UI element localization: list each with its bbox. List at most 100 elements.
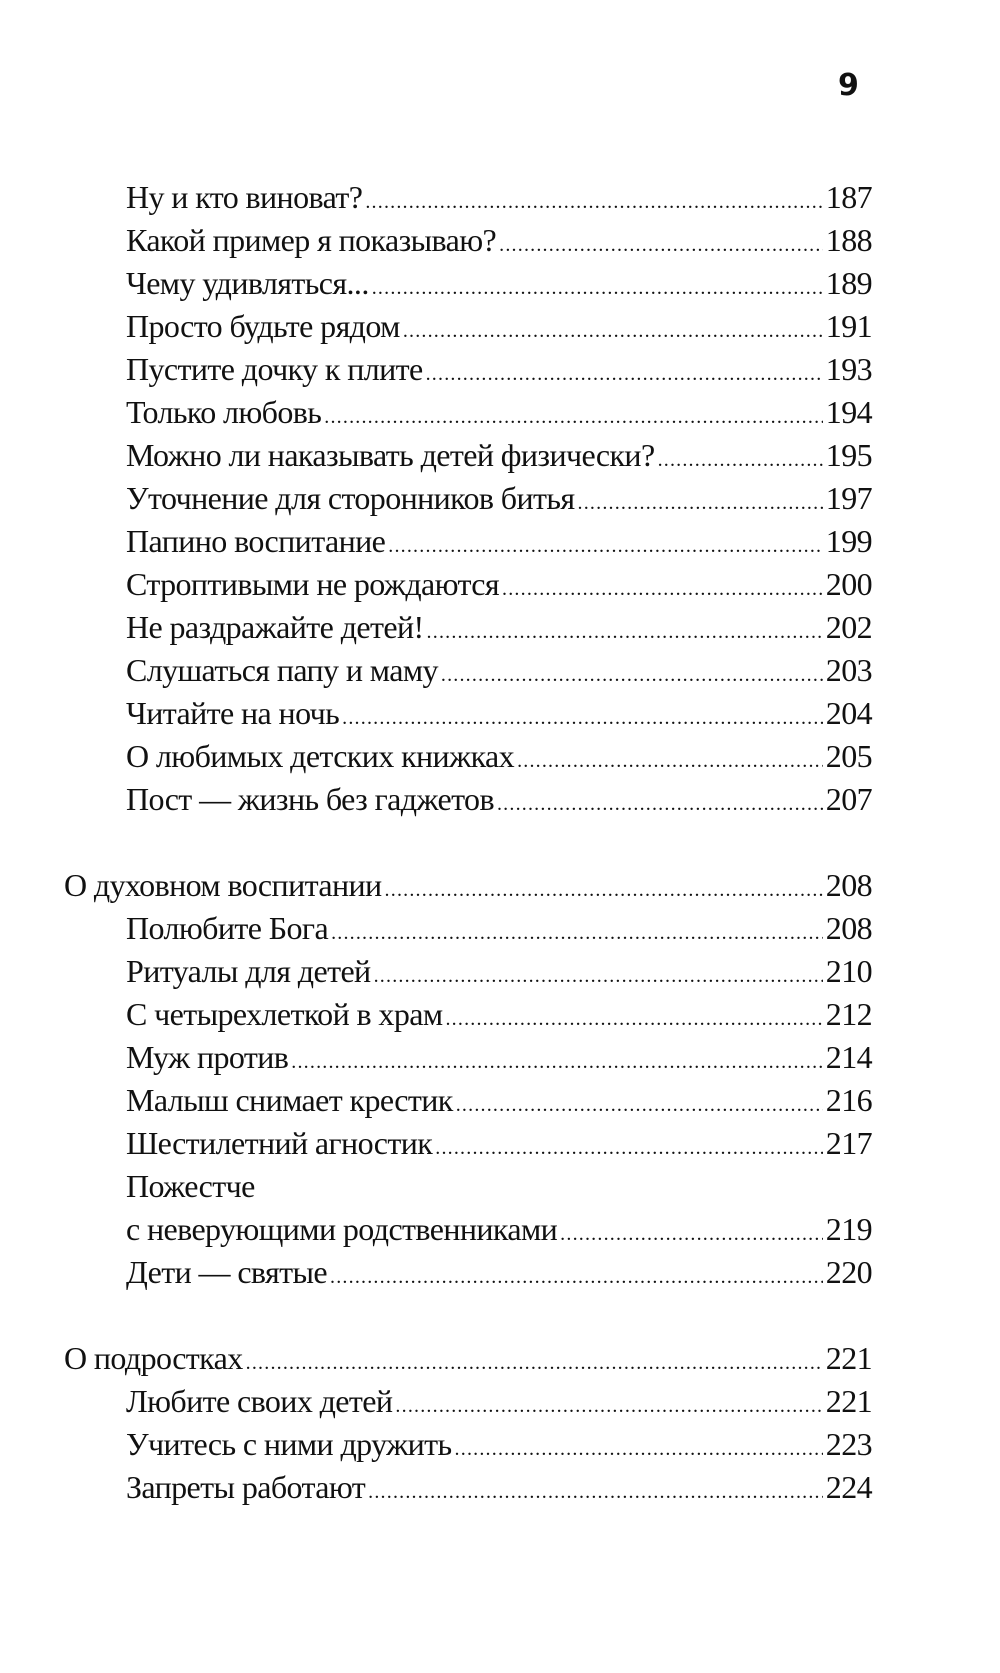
entry-page: 207 — [825, 781, 873, 817]
entry-page: 205 — [825, 738, 873, 774]
leader-dots — [385, 869, 823, 912]
leader-dots — [445, 998, 822, 1041]
entry-title: Слушаться папу и маму — [126, 652, 438, 688]
toc-entry[interactable]: С четырехлеткой в храм 212 — [126, 993, 873, 1036]
entry-page: 223 — [825, 1426, 873, 1462]
entry-page: 224 — [825, 1469, 873, 1505]
entry-title: Чему удивляться... — [126, 265, 369, 301]
entry-title: с неверующими родственниками — [126, 1211, 558, 1247]
toc-entry[interactable]: Можно ли наказывать детей физически? 195 — [126, 434, 873, 477]
entry-title: Ритуалы для детей — [126, 953, 371, 989]
toc-entry[interactable]: Дети — святые 220 — [126, 1251, 873, 1294]
entry-page: 216 — [825, 1082, 873, 1118]
entry-title: Уточнение для сторонников битья — [126, 480, 575, 516]
toc-entry[interactable]: Ритуалы для детей 210 — [126, 950, 873, 993]
toc-entry[interactable]: Читайте на ночь 204 — [126, 692, 873, 735]
leader-dots — [441, 654, 823, 697]
leader-dots — [499, 224, 823, 267]
spacer — [0, 821, 1000, 864]
toc-entry[interactable]: Чему удивляться... 189 — [126, 262, 873, 305]
toc-entry[interactable]: Запреты работают 224 — [126, 1466, 873, 1509]
toc-entry[interactable]: Учитесь с ними дружить 223 — [126, 1423, 873, 1466]
leader-dots — [455, 1428, 823, 1471]
leader-dots — [246, 1342, 823, 1385]
entry-title: Папино воспитание — [126, 523, 386, 559]
leader-dots — [388, 525, 823, 568]
entry-page: 199 — [825, 523, 873, 559]
leader-dots — [427, 611, 823, 654]
entry-page: 217 — [825, 1125, 873, 1161]
leader-dots — [372, 267, 823, 310]
entry-page: 220 — [825, 1254, 873, 1290]
entry-title: Только любовь — [126, 394, 322, 430]
entry-title: Муж против — [126, 1039, 289, 1075]
leader-dots — [374, 955, 823, 998]
entry-title: Пожестче — [126, 1168, 255, 1204]
entry-page: 200 — [825, 566, 873, 602]
toc-section[interactable]: О духовном воспитании 208 — [64, 864, 873, 907]
entry-page: 221 — [825, 1383, 873, 1419]
entry-page: 203 — [825, 652, 873, 688]
entry-page: 188 — [825, 222, 873, 258]
spacer — [0, 1294, 1000, 1337]
entry-title: Пустите дочку к плите — [126, 351, 423, 387]
entry-title: О духовном воспитании — [64, 867, 382, 903]
toc-entry[interactable]: Строптивыми не рождаются 200 — [126, 563, 873, 606]
entry-page: 219 — [825, 1211, 873, 1247]
toc-section[interactable]: О подростках 221 — [64, 1337, 873, 1380]
entry-title: О любимых детских книжках — [126, 738, 515, 774]
toc-entry[interactable]: Только любовь 194 — [126, 391, 873, 434]
entry-title: Не раздражайте детей! — [126, 609, 424, 645]
entry-title: Полюбите Бога — [126, 910, 329, 946]
leader-dots — [331, 912, 823, 955]
entry-page: 193 — [825, 351, 873, 387]
entry-page: 195 — [825, 437, 873, 473]
toc-entry[interactable]: Ну и кто виноват? 187 — [126, 176, 873, 219]
toc-entry[interactable]: Пустите дочку к плите 193 — [126, 348, 873, 391]
toc-entry[interactable]: Шестилетний агностик 217 — [126, 1122, 873, 1165]
leader-dots — [395, 1385, 822, 1428]
leader-dots — [517, 740, 823, 783]
toc-entry[interactable]: Какой пример я показываю? 188 — [126, 219, 873, 262]
entry-title: Просто будьте рядом — [126, 308, 400, 344]
entry-title: Любите своих детей — [126, 1383, 393, 1419]
toc-entry[interactable]: Малыш снимает крестик 216 — [126, 1079, 873, 1122]
toc-entry[interactable]: Просто будьте рядом 191 — [126, 305, 873, 348]
leader-dots — [435, 1127, 823, 1170]
page-number: 9 — [838, 68, 859, 103]
entry-title: Запреты работают — [126, 1469, 366, 1505]
entry-page: 202 — [825, 609, 873, 645]
entry-page: 187 — [825, 179, 873, 215]
table-of-contents: Ну и кто виноват? 187 Какой пример я показ… — [0, 176, 1000, 1509]
leader-dots — [403, 310, 823, 353]
entry-page: 204 — [825, 695, 873, 731]
toc-entry[interactable]: Пожестче — [126, 1165, 872, 1208]
leader-dots — [342, 697, 823, 740]
toc-entry[interactable]: с неверующими родственниками 219 — [126, 1208, 873, 1251]
toc-entry[interactable]: Муж против 214 — [126, 1036, 873, 1079]
toc-entry[interactable]: Полюбите Бога 208 — [126, 907, 873, 950]
entry-title: Ну и кто виноват? — [126, 179, 363, 215]
leader-dots — [497, 783, 823, 826]
toc-entry[interactable]: Не раздражайте детей! 202 — [126, 606, 873, 649]
toc-entry[interactable]: Папино воспитание 199 — [126, 520, 873, 563]
entry-title: Малыш снимает крестик — [126, 1082, 453, 1118]
entry-title: Дети — святые — [126, 1254, 328, 1290]
entry-title: Пост — жизнь без гаджетов — [126, 781, 495, 817]
toc-entry[interactable]: Слушаться папу и маму 203 — [126, 649, 873, 692]
entry-page: 194 — [825, 394, 873, 430]
entry-page: 208 — [825, 910, 873, 946]
toc-entry[interactable]: О любимых детских книжках 205 — [126, 735, 873, 778]
entry-title: Читайте на ночь — [126, 695, 340, 731]
entry-page: 189 — [825, 265, 873, 301]
entry-title: Можно ли наказывать детей физически? — [126, 437, 655, 473]
toc-entry[interactable]: Любите своих детей 221 — [126, 1380, 873, 1423]
toc-entry[interactable]: Пост — жизнь без гаджетов 207 — [126, 778, 873, 821]
entry-title: Какой пример я показываю? — [126, 222, 497, 258]
entry-title: С четырехлеткой в храм — [126, 996, 443, 1032]
toc-entry[interactable]: Уточнение для сторонников битья 197 — [126, 477, 873, 520]
leader-dots — [330, 1256, 823, 1299]
leader-dots — [291, 1041, 823, 1084]
entry-title: Учитесь с ними дружить — [126, 1426, 452, 1462]
entry-page: 210 — [825, 953, 873, 989]
